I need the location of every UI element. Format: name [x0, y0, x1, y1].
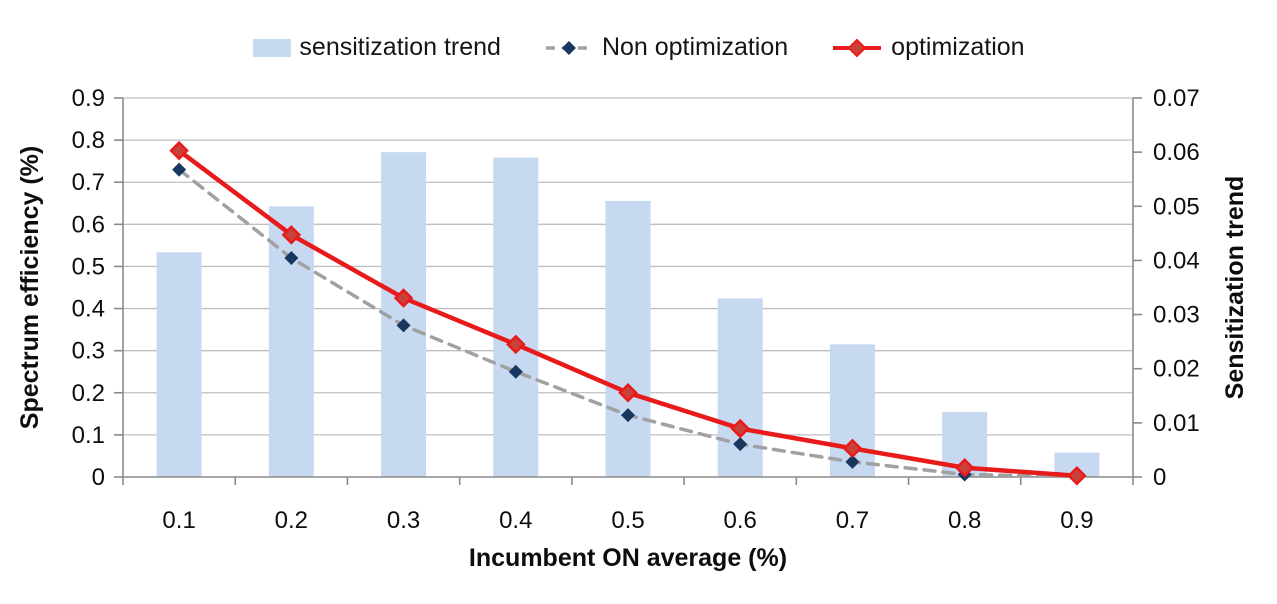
marker-non-optimization-0.5 — [621, 408, 635, 423]
left-axis-tick-label: 0.3 — [72, 338, 105, 365]
x-axis-tick-label: 0.3 — [387, 507, 420, 534]
bar-0.1 — [156, 252, 202, 477]
left-axis-tick-label: 0.5 — [72, 253, 105, 280]
marker-optimization-0.6 — [730, 418, 750, 439]
x-axis-tick-label: 0.4 — [499, 507, 532, 534]
right-axis-tick-label: 0.03 — [1153, 302, 1200, 329]
legend-solid-diamond — [847, 38, 867, 57]
marker-optimization-0.1 — [169, 140, 189, 161]
legend-item-optimization: optimization — [832, 33, 1025, 62]
marker-optimization-0.4 — [506, 334, 526, 355]
marker-non-optimization-0.2 — [284, 251, 299, 266]
legend-label-non-optimization: Non optimization — [601, 33, 789, 61]
right-axis-tick-label: 0.01 — [1153, 410, 1200, 437]
legend-item-sensitization-trend: sensitization trend — [252, 33, 501, 62]
left-axis-tick-label: 0 — [92, 464, 105, 491]
legend-solid-line-diamond-icon — [833, 38, 882, 57]
marker-optimization-0.3 — [393, 288, 414, 308]
x-axis-tick-label: 0.1 — [162, 507, 195, 534]
chart-legend: sensitization trend Non optimization opt… — [252, 33, 1025, 62]
legend-bar-swatch-icon — [252, 38, 291, 57]
marker-optimization-0.8 — [954, 457, 975, 478]
left-axis-tick-label: 0.4 — [72, 296, 105, 323]
right-axis-tick-label: 0.04 — [1153, 247, 1200, 274]
right-axis-tick-label: 0 — [1153, 464, 1166, 491]
left-axis-tick-label: 0.8 — [72, 127, 105, 154]
legend-item-non-optimization: Non optimization — [545, 33, 788, 62]
left-axis-tick-label: 0.2 — [72, 380, 105, 407]
marker-non-optimization-0.6 — [733, 437, 748, 452]
bar-0.5 — [605, 200, 651, 477]
x-axis-tick-label: 0.2 — [275, 507, 308, 534]
x-axis-tick-label: 0.5 — [611, 507, 644, 534]
right-axis-title: Sensitization trend — [1221, 176, 1249, 400]
marker-non-optimization-0.7 — [845, 454, 860, 469]
left-axis-tick-label: 0.6 — [72, 211, 105, 238]
right-axis-tick-label: 0.05 — [1153, 193, 1200, 220]
legend-dashed-line-diamond-icon — [545, 40, 592, 55]
left-axis-tick-label: 0.9 — [72, 85, 105, 112]
right-axis-tick-label: 0.02 — [1153, 356, 1200, 383]
right-axis-tick-label: 0.07 — [1153, 85, 1200, 112]
marker-optimization-0.5 — [618, 383, 638, 403]
marker-optimization-0.9 — [1067, 465, 1087, 486]
x-axis-title: Incumbent ON average (%) — [469, 544, 787, 572]
x-axis-tick-label: 0.8 — [948, 507, 981, 534]
marker-non-optimization-0.1 — [172, 162, 187, 177]
marker-optimization-0.2 — [281, 225, 302, 245]
legend-dash-diamond — [561, 40, 576, 55]
left-axis-tick-label: 0.1 — [72, 422, 105, 449]
right-axis-tick-label: 0.06 — [1153, 139, 1200, 166]
bar-0.4 — [493, 157, 539, 478]
x-axis-tick-label: 0.7 — [836, 507, 869, 534]
x-axis-tick-label: 0.9 — [1060, 507, 1093, 534]
x-axis-tick-label: 0.6 — [724, 507, 757, 534]
marker-non-optimization-0.3 — [396, 318, 411, 333]
legend-label-optimization: optimization — [891, 33, 1025, 61]
legend-label-sensitization-trend: sensitization trend — [299, 33, 501, 61]
marker-non-optimization-0.4 — [508, 364, 523, 379]
left-axis-title: Spectrum efficiency (%) — [16, 146, 44, 429]
left-axis-tick-label: 0.7 — [72, 169, 105, 196]
marker-optimization-0.7 — [842, 438, 863, 459]
